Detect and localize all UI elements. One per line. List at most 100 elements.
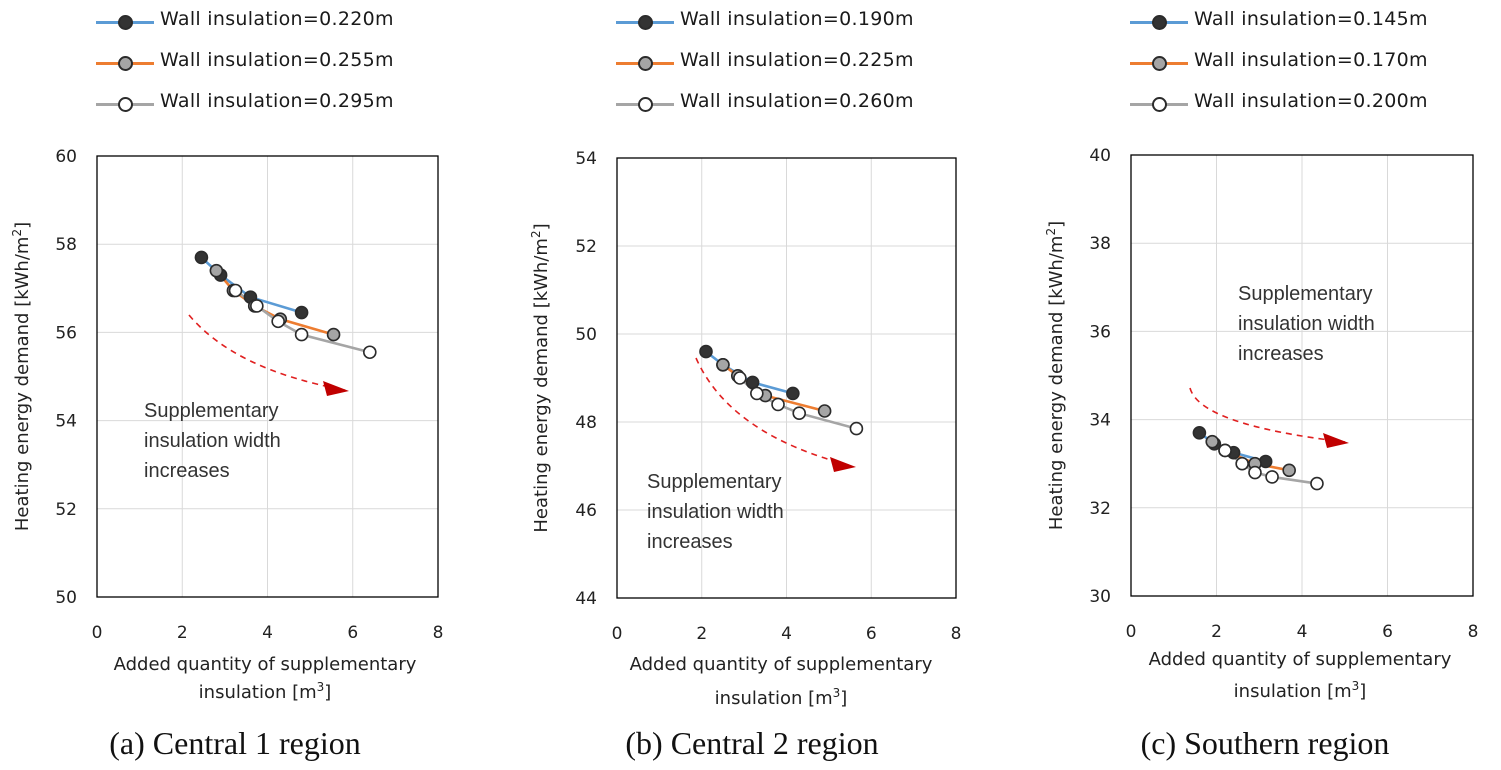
- annotation-text: Supplementary: [1238, 283, 1373, 305]
- x-tick-label: 6: [866, 624, 877, 644]
- chart-panel-central-1: Wall insulation=0.220m Wall insulation=0…: [0, 0, 500, 770]
- x-tick-label: 2: [696, 624, 707, 644]
- legend-marker: [638, 56, 653, 71]
- x-tick-label: 0: [1126, 622, 1137, 642]
- x-axis-label-line2: insulation [m3]: [199, 680, 332, 703]
- data-point: [294, 305, 309, 320]
- x-tick-label: 2: [177, 623, 188, 643]
- plot-frame: [96, 155, 439, 598]
- data-point: [745, 375, 760, 390]
- legend-marker: [118, 15, 133, 30]
- legend-marker: [638, 15, 653, 30]
- data-point: [849, 421, 864, 436]
- annotation-text: increases: [1238, 343, 1324, 365]
- plot-area: 0 2 4 6 8 30 32 34 36 38 40 Added quantity of suppl…: [1044, 146, 1479, 702]
- chart-caption: (a) Central 1 region: [109, 725, 361, 761]
- annotation-text: increases: [144, 460, 230, 482]
- legend-marker: [1152, 15, 1167, 30]
- legend-marker: [638, 97, 653, 112]
- legend-marker: [118, 56, 133, 71]
- chart-panel-southern: Wall insulation=0.145m Wall insulation=0…: [1000, 0, 1501, 770]
- legend-label: Wall insulation=0.260m: [680, 90, 914, 112]
- data-point: [750, 386, 764, 401]
- y-tick-label: 30: [1089, 587, 1111, 607]
- data-point: [771, 397, 785, 412]
- y-tick-label: 52: [55, 500, 77, 520]
- x-tick-label: 8: [1468, 622, 1479, 642]
- legend-marker: [118, 97, 133, 112]
- plot-frame: [616, 157, 957, 599]
- x-tick-label: 6: [347, 623, 358, 643]
- x-tick-label: 0: [612, 624, 623, 644]
- y-tick-label: 34: [1089, 411, 1111, 431]
- legend-label: Wall insulation=0.295m: [160, 90, 394, 112]
- annotation-text: insulation width: [144, 430, 281, 452]
- chart-caption: (c) Southern region: [1140, 725, 1390, 761]
- y-tick-label: 32: [1089, 499, 1111, 519]
- data-point: [1205, 434, 1220, 449]
- chart-panel-central-2: Wall insulation=0.190m Wall insulation=0…: [500, 0, 1000, 770]
- data-point: [294, 327, 309, 342]
- data-point: [1235, 456, 1249, 471]
- annotation-text: increases: [647, 531, 733, 553]
- legend-label: Wall insulation=0.190m: [680, 8, 914, 30]
- x-axis-label: Added quantity of supplementary: [630, 654, 933, 675]
- y-axis-label: Heating energy demand [kWh/m2]: [1044, 221, 1067, 530]
- y-tick-label: 44: [575, 589, 597, 609]
- data-point: [699, 344, 713, 359]
- x-axis-label: Added quantity of supplementary: [1149, 649, 1452, 670]
- legend-marker: [1152, 56, 1167, 71]
- y-tick-label: 36: [1089, 322, 1111, 342]
- y-tick-label: 52: [575, 237, 597, 257]
- y-tick-label: 54: [55, 412, 77, 432]
- annotation-arrow: [188, 314, 346, 391]
- y-tick-label: 40: [1089, 146, 1111, 166]
- x-tick-label: 6: [1382, 622, 1393, 642]
- x-tick-label: 4: [781, 624, 792, 644]
- data-point: [271, 314, 285, 329]
- annotation-text: insulation width: [647, 501, 784, 523]
- y-axis-label: Heating energy demand [kWh/m2]: [529, 223, 552, 532]
- plot-area: 0 2 4 6 8 50 52 54 56 58 60 Added quantity of suppl…: [10, 147, 444, 703]
- x-tick-label: 8: [433, 623, 444, 643]
- y-tick-label: 38: [1089, 234, 1111, 254]
- arrow-head: [1323, 433, 1349, 448]
- annotation-arrow: [695, 357, 853, 467]
- annotation-arrow: [1189, 387, 1346, 443]
- data-point: [733, 371, 747, 385]
- x-tick-label: 4: [262, 623, 273, 643]
- data-point: [1248, 465, 1262, 480]
- arrow-head: [830, 457, 856, 472]
- x-axis-label-line2: insulation [m3]: [1234, 679, 1367, 702]
- data-point: [209, 263, 224, 278]
- data-point: [326, 327, 341, 342]
- data-point: [716, 357, 730, 372]
- data-point: [1282, 463, 1296, 478]
- data-point: [250, 299, 264, 313]
- y-axis-label: Heating energy demand [kWh/m2]: [10, 222, 33, 531]
- x-tick-label: 8: [951, 624, 962, 644]
- x-axis-label-line2: insulation [m3]: [715, 686, 848, 709]
- chart-caption: (b) Central 2 region: [625, 725, 879, 761]
- x-tick-label: 4: [1297, 622, 1308, 642]
- legend-label: Wall insulation=0.170m: [1194, 49, 1428, 71]
- annotation-text: Supplementary: [144, 400, 279, 422]
- data-point: [1192, 426, 1207, 440]
- x-tick-label: 0: [92, 623, 103, 643]
- arrow-head: [323, 381, 349, 396]
- annotation-text: Supplementary: [647, 471, 782, 493]
- legend-label: Wall insulation=0.225m: [680, 49, 914, 71]
- data-point: [1310, 476, 1324, 491]
- y-tick-label: 56: [55, 323, 77, 343]
- y-tick-label: 50: [575, 325, 597, 345]
- data-point: [1218, 443, 1232, 458]
- data-point: [817, 404, 832, 418]
- legend-label: Wall insulation=0.220m: [160, 8, 394, 30]
- annotation-text: insulation width: [1238, 313, 1375, 335]
- data-point: [362, 345, 377, 360]
- x-tick-label: 2: [1211, 622, 1222, 642]
- legend-label: Wall insulation=0.255m: [160, 49, 394, 71]
- legend-label: Wall insulation=0.145m: [1194, 8, 1428, 30]
- y-tick-label: 50: [55, 588, 77, 608]
